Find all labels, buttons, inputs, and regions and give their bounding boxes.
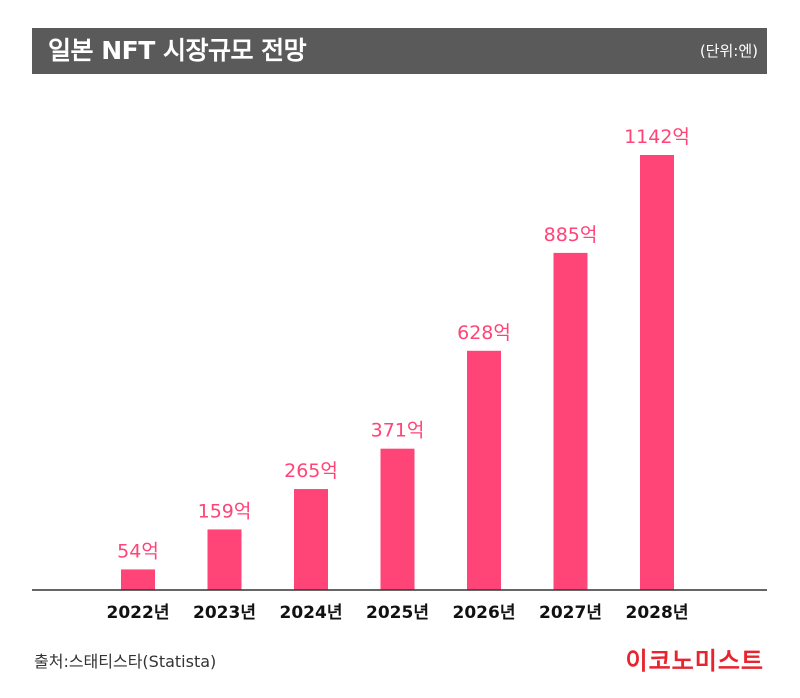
x-tick-label-4: 2026년 — [453, 603, 516, 623]
data-label-5: 885억 — [544, 224, 598, 246]
brand-logo: 이코노미스트 — [625, 647, 764, 675]
x-tick-label-3: 2025년 — [366, 603, 429, 623]
bar-2 — [294, 489, 328, 590]
data-label-0: 54억 — [117, 540, 159, 562]
bar-3 — [380, 448, 415, 590]
x-tick-label-1: 2023년 — [193, 603, 256, 623]
x-tick-label-0: 2022년 — [107, 603, 170, 623]
data-label-3: 371억 — [371, 420, 425, 442]
data-label-4: 628억 — [457, 322, 511, 344]
source-note: 출처:스태티스타(Statista) — [34, 652, 217, 671]
x-tick-label-2: 2024년 — [280, 603, 343, 623]
x-tick-label-5: 2027년 — [539, 603, 602, 623]
data-label-2: 265억 — [284, 460, 338, 482]
bar-1 — [207, 529, 242, 590]
bars-group: 54억 2022년 159억 2023년 265억 2024년 371억 2025년 628억 2… — [107, 126, 690, 623]
bar-4 — [467, 350, 501, 590]
bar-5 — [553, 252, 588, 590]
bar-6 — [640, 155, 674, 590]
x-tick-label-6: 2028년 — [626, 603, 689, 623]
data-label-6: 1142억 — [624, 126, 690, 148]
unit-label: (단위:엔) — [699, 42, 758, 60]
data-label-1: 159억 — [198, 500, 252, 522]
chart-title: 일본 NFT 시장규모 전망 — [48, 36, 307, 65]
title-bar — [32, 28, 767, 74]
bar-0 — [121, 569, 155, 590]
